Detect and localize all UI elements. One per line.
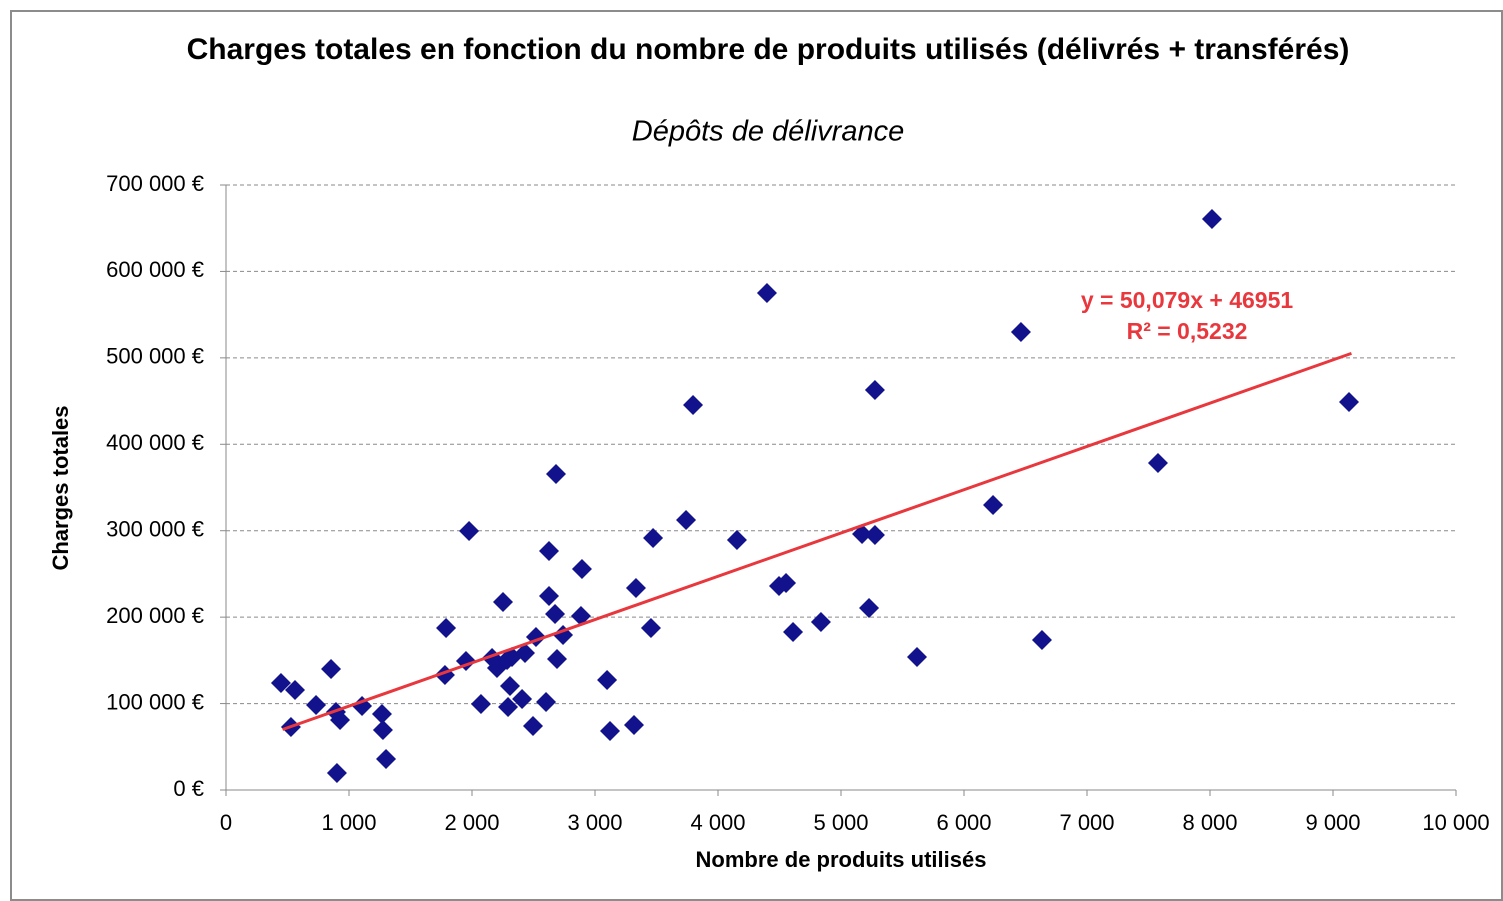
x-tick-label: 0 [220, 810, 232, 835]
scatter-point [625, 578, 646, 599]
scatter-point [1010, 322, 1031, 343]
x-tick-label: 3 000 [567, 810, 622, 835]
x-tick-label: 6 000 [936, 810, 991, 835]
y-tick-label: 400 000 € [106, 430, 204, 455]
x-tick-label: 8 000 [1182, 810, 1237, 835]
scatter-point [640, 618, 661, 639]
scatter-point [498, 697, 519, 718]
scatter-point [536, 692, 557, 713]
scatter-point [538, 585, 559, 606]
x-axis-label: Nombre de produits utilisés [696, 847, 987, 872]
scatter-point [285, 680, 306, 701]
chart-title: Charges totales en fonction du nombre de… [186, 33, 1350, 66]
scatter-point [270, 673, 291, 694]
scatter-point [859, 597, 880, 618]
scatter-point [776, 573, 797, 594]
scatter-point [459, 520, 480, 541]
scatter-point [545, 604, 566, 625]
x-tick-label: 1 000 [321, 810, 376, 835]
scatter-point [643, 527, 664, 548]
y-axis-label: Charges totales [48, 405, 73, 570]
y-tick-label: 200 000 € [106, 603, 204, 628]
x-tick-label: 2 000 [444, 810, 499, 835]
scatter-point [571, 559, 592, 580]
scatter-point [321, 659, 342, 679]
y-tick-label: 0 € [173, 776, 204, 801]
scatter-point [570, 606, 591, 627]
x-tick-label: 10 000 [1422, 810, 1489, 835]
trendline [282, 351, 1352, 731]
y-tick-label: 300 000 € [106, 517, 204, 542]
x-tick-label: 4 000 [690, 810, 745, 835]
scatter-point [470, 694, 491, 715]
y-tick-label: 500 000 € [106, 344, 204, 369]
scatter-point [1201, 209, 1222, 230]
y-tick-label: 100 000 € [106, 689, 204, 714]
scatter-point [376, 748, 397, 769]
x-tick-label: 7 000 [1059, 810, 1114, 835]
scatter-point [810, 611, 831, 632]
y-tick-label: 700 000 € [106, 171, 204, 196]
scatter-point [1031, 629, 1052, 650]
x-tick-label: 9 000 [1305, 810, 1360, 835]
chart-border [10, 10, 1503, 901]
scatter-point [726, 529, 747, 550]
trendline-annotation: y = 50,079x + 46951 [1081, 287, 1294, 313]
chart-subtitle: Dépôts de délivrance [632, 116, 904, 148]
scatter-point [326, 762, 347, 783]
scatter-point [864, 380, 885, 401]
scatter-point [546, 648, 567, 669]
scatter-point [330, 709, 351, 730]
scatter-point [512, 688, 533, 709]
scatter-point [852, 523, 873, 544]
scatter-point [538, 541, 559, 562]
scatter-point [371, 704, 392, 725]
scatter-point [1338, 392, 1359, 413]
scatter-point [500, 676, 521, 697]
scatter-point [907, 646, 928, 667]
scatter-point [783, 622, 804, 643]
scatter-point [372, 720, 393, 741]
scatter-point [983, 495, 1004, 516]
scatter-point [306, 695, 327, 716]
scatter-point [683, 395, 704, 416]
scatter-point [597, 669, 618, 690]
scatter-point [600, 720, 621, 741]
x-tick-label: 5 000 [813, 810, 868, 835]
scatter-point [492, 592, 513, 613]
scatter-point [756, 283, 777, 304]
scatter-point [676, 509, 697, 530]
scatter-point [623, 715, 644, 736]
scatter-point [523, 716, 544, 737]
scatter-point [1147, 453, 1168, 474]
trendline-annotation: R² = 0,5232 [1127, 318, 1248, 344]
scatter-point [515, 643, 536, 664]
scatter-point [546, 464, 567, 485]
scatter-point [864, 525, 885, 546]
y-tick-label: 600 000 € [106, 257, 204, 282]
scatter-point [436, 618, 457, 639]
